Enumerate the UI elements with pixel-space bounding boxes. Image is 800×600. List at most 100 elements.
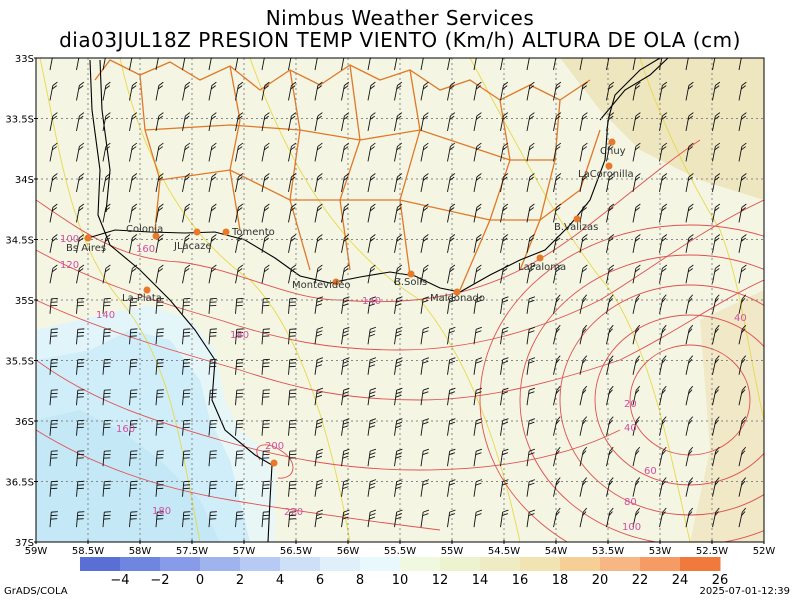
wind-barb bbox=[208, 358, 217, 375]
wind-barb bbox=[288, 419, 297, 436]
wind-barb bbox=[261, 389, 270, 406]
wind-barb bbox=[420, 296, 430, 314]
wind-barb bbox=[208, 112, 217, 132]
city-label-bsolis: B.Solis bbox=[394, 277, 427, 288]
wind-barb bbox=[182, 142, 191, 162]
wind-barb bbox=[129, 112, 138, 132]
wind-barb bbox=[288, 203, 297, 223]
wind-barb bbox=[526, 509, 536, 528]
wind-barb bbox=[659, 203, 668, 223]
wind-barb bbox=[155, 264, 164, 284]
wind-barb bbox=[606, 355, 614, 375]
colorbar: −4 −2 0 2 4 6 8 10 12 14 16 18 20 22 24 26 bbox=[80, 557, 728, 588]
wind-barb bbox=[526, 448, 536, 467]
city-dot-jlacaze[interactable] bbox=[193, 228, 201, 236]
wind-barb bbox=[208, 328, 217, 345]
wind-barb bbox=[49, 112, 58, 132]
wind-barb bbox=[341, 264, 350, 284]
wind-barb bbox=[659, 112, 668, 132]
city-dot-lapaloma[interactable] bbox=[536, 254, 544, 262]
city-dot-lacoronilla[interactable] bbox=[605, 162, 613, 170]
wind-barb bbox=[288, 173, 297, 192]
lon-tick-label: 57W bbox=[233, 546, 256, 557]
wind-barb bbox=[712, 203, 721, 223]
wind-barb bbox=[49, 142, 58, 162]
wind-barb bbox=[102, 297, 111, 314]
pressure-contour bbox=[36, 429, 441, 531]
wind-barb bbox=[261, 81, 270, 101]
wind-barb bbox=[155, 511, 164, 528]
wind-barbs bbox=[49, 58, 747, 528]
wind-barb bbox=[288, 358, 297, 375]
wind-barb bbox=[129, 203, 138, 223]
contour-label: 200 bbox=[265, 441, 284, 452]
wind-barb bbox=[420, 81, 429, 101]
wind-barb bbox=[341, 448, 350, 467]
wind-barb bbox=[314, 142, 323, 162]
wind-barb bbox=[76, 81, 85, 101]
department-border bbox=[139, 74, 161, 231]
wind-barb bbox=[76, 297, 85, 314]
city-label-jlacaze: JLacaze bbox=[173, 241, 212, 252]
argentina-coast bbox=[89, 59, 273, 542]
wind-barb bbox=[49, 297, 58, 314]
wind-barb bbox=[659, 324, 667, 345]
wind-barb bbox=[49, 450, 58, 467]
wind-barb bbox=[526, 264, 535, 284]
wind-barb bbox=[288, 297, 297, 314]
wind-barb bbox=[208, 450, 217, 467]
wind-barb bbox=[632, 58, 637, 71]
wind-barb bbox=[129, 297, 138, 314]
city-dot-bsolis[interactable] bbox=[407, 270, 415, 278]
contour-label: 120 bbox=[60, 260, 79, 271]
city-dot-tomento[interactable] bbox=[222, 228, 230, 236]
city-dot-chuy[interactable] bbox=[608, 138, 616, 146]
wind-barb bbox=[447, 58, 452, 71]
wind-barb bbox=[341, 142, 350, 162]
wind-barb bbox=[606, 173, 615, 192]
city-dot-laplata[interactable] bbox=[143, 286, 151, 294]
wind-barb bbox=[288, 328, 297, 345]
wind-barb bbox=[129, 264, 138, 284]
wind-barb bbox=[394, 81, 403, 101]
city-dot-maldonado[interactable] bbox=[453, 288, 461, 296]
wind-barb bbox=[235, 234, 244, 253]
wind-barb bbox=[685, 294, 694, 314]
pressure-contour bbox=[36, 199, 764, 351]
wind-barb bbox=[500, 479, 509, 497]
wind-barb bbox=[394, 264, 403, 284]
wind-barb bbox=[129, 328, 138, 345]
wind-barb bbox=[685, 264, 694, 284]
wind-barb bbox=[712, 112, 721, 132]
wind-barb bbox=[738, 81, 747, 101]
wind-barb bbox=[102, 511, 111, 528]
city-dot-south[interactable] bbox=[270, 459, 278, 467]
wind-barb bbox=[182, 173, 191, 192]
colorbar-tick-label: 12 bbox=[432, 573, 449, 588]
wind-barb bbox=[49, 81, 58, 101]
wind-barb bbox=[553, 507, 561, 528]
wind-barb bbox=[182, 358, 191, 375]
wind-barb bbox=[261, 480, 270, 497]
wind-barb bbox=[155, 173, 164, 192]
temp-contour bbox=[39, 58, 201, 542]
colorbar-swatch bbox=[280, 557, 321, 571]
wind-barb bbox=[394, 203, 403, 223]
city-dot-montevideo[interactable] bbox=[332, 278, 340, 286]
city-dot-bsaires[interactable] bbox=[84, 234, 92, 242]
wind-barb bbox=[553, 142, 562, 162]
department-border bbox=[94, 59, 591, 101]
city-dot-bvalizas[interactable] bbox=[573, 215, 581, 223]
city-label-lacoronilla: LaCoronilla bbox=[578, 169, 634, 180]
wind-barb bbox=[579, 173, 588, 192]
wind-barb bbox=[261, 58, 266, 71]
wind-barb bbox=[49, 511, 58, 528]
wind-barb bbox=[712, 446, 720, 467]
wind-barb bbox=[235, 142, 244, 162]
colorbar-swatch bbox=[480, 557, 521, 571]
wind-barb bbox=[606, 112, 615, 132]
city-dot-colonia[interactable] bbox=[152, 232, 160, 240]
wind-barb bbox=[473, 296, 483, 314]
wind-barb bbox=[129, 234, 138, 253]
wind-barb bbox=[76, 511, 85, 528]
